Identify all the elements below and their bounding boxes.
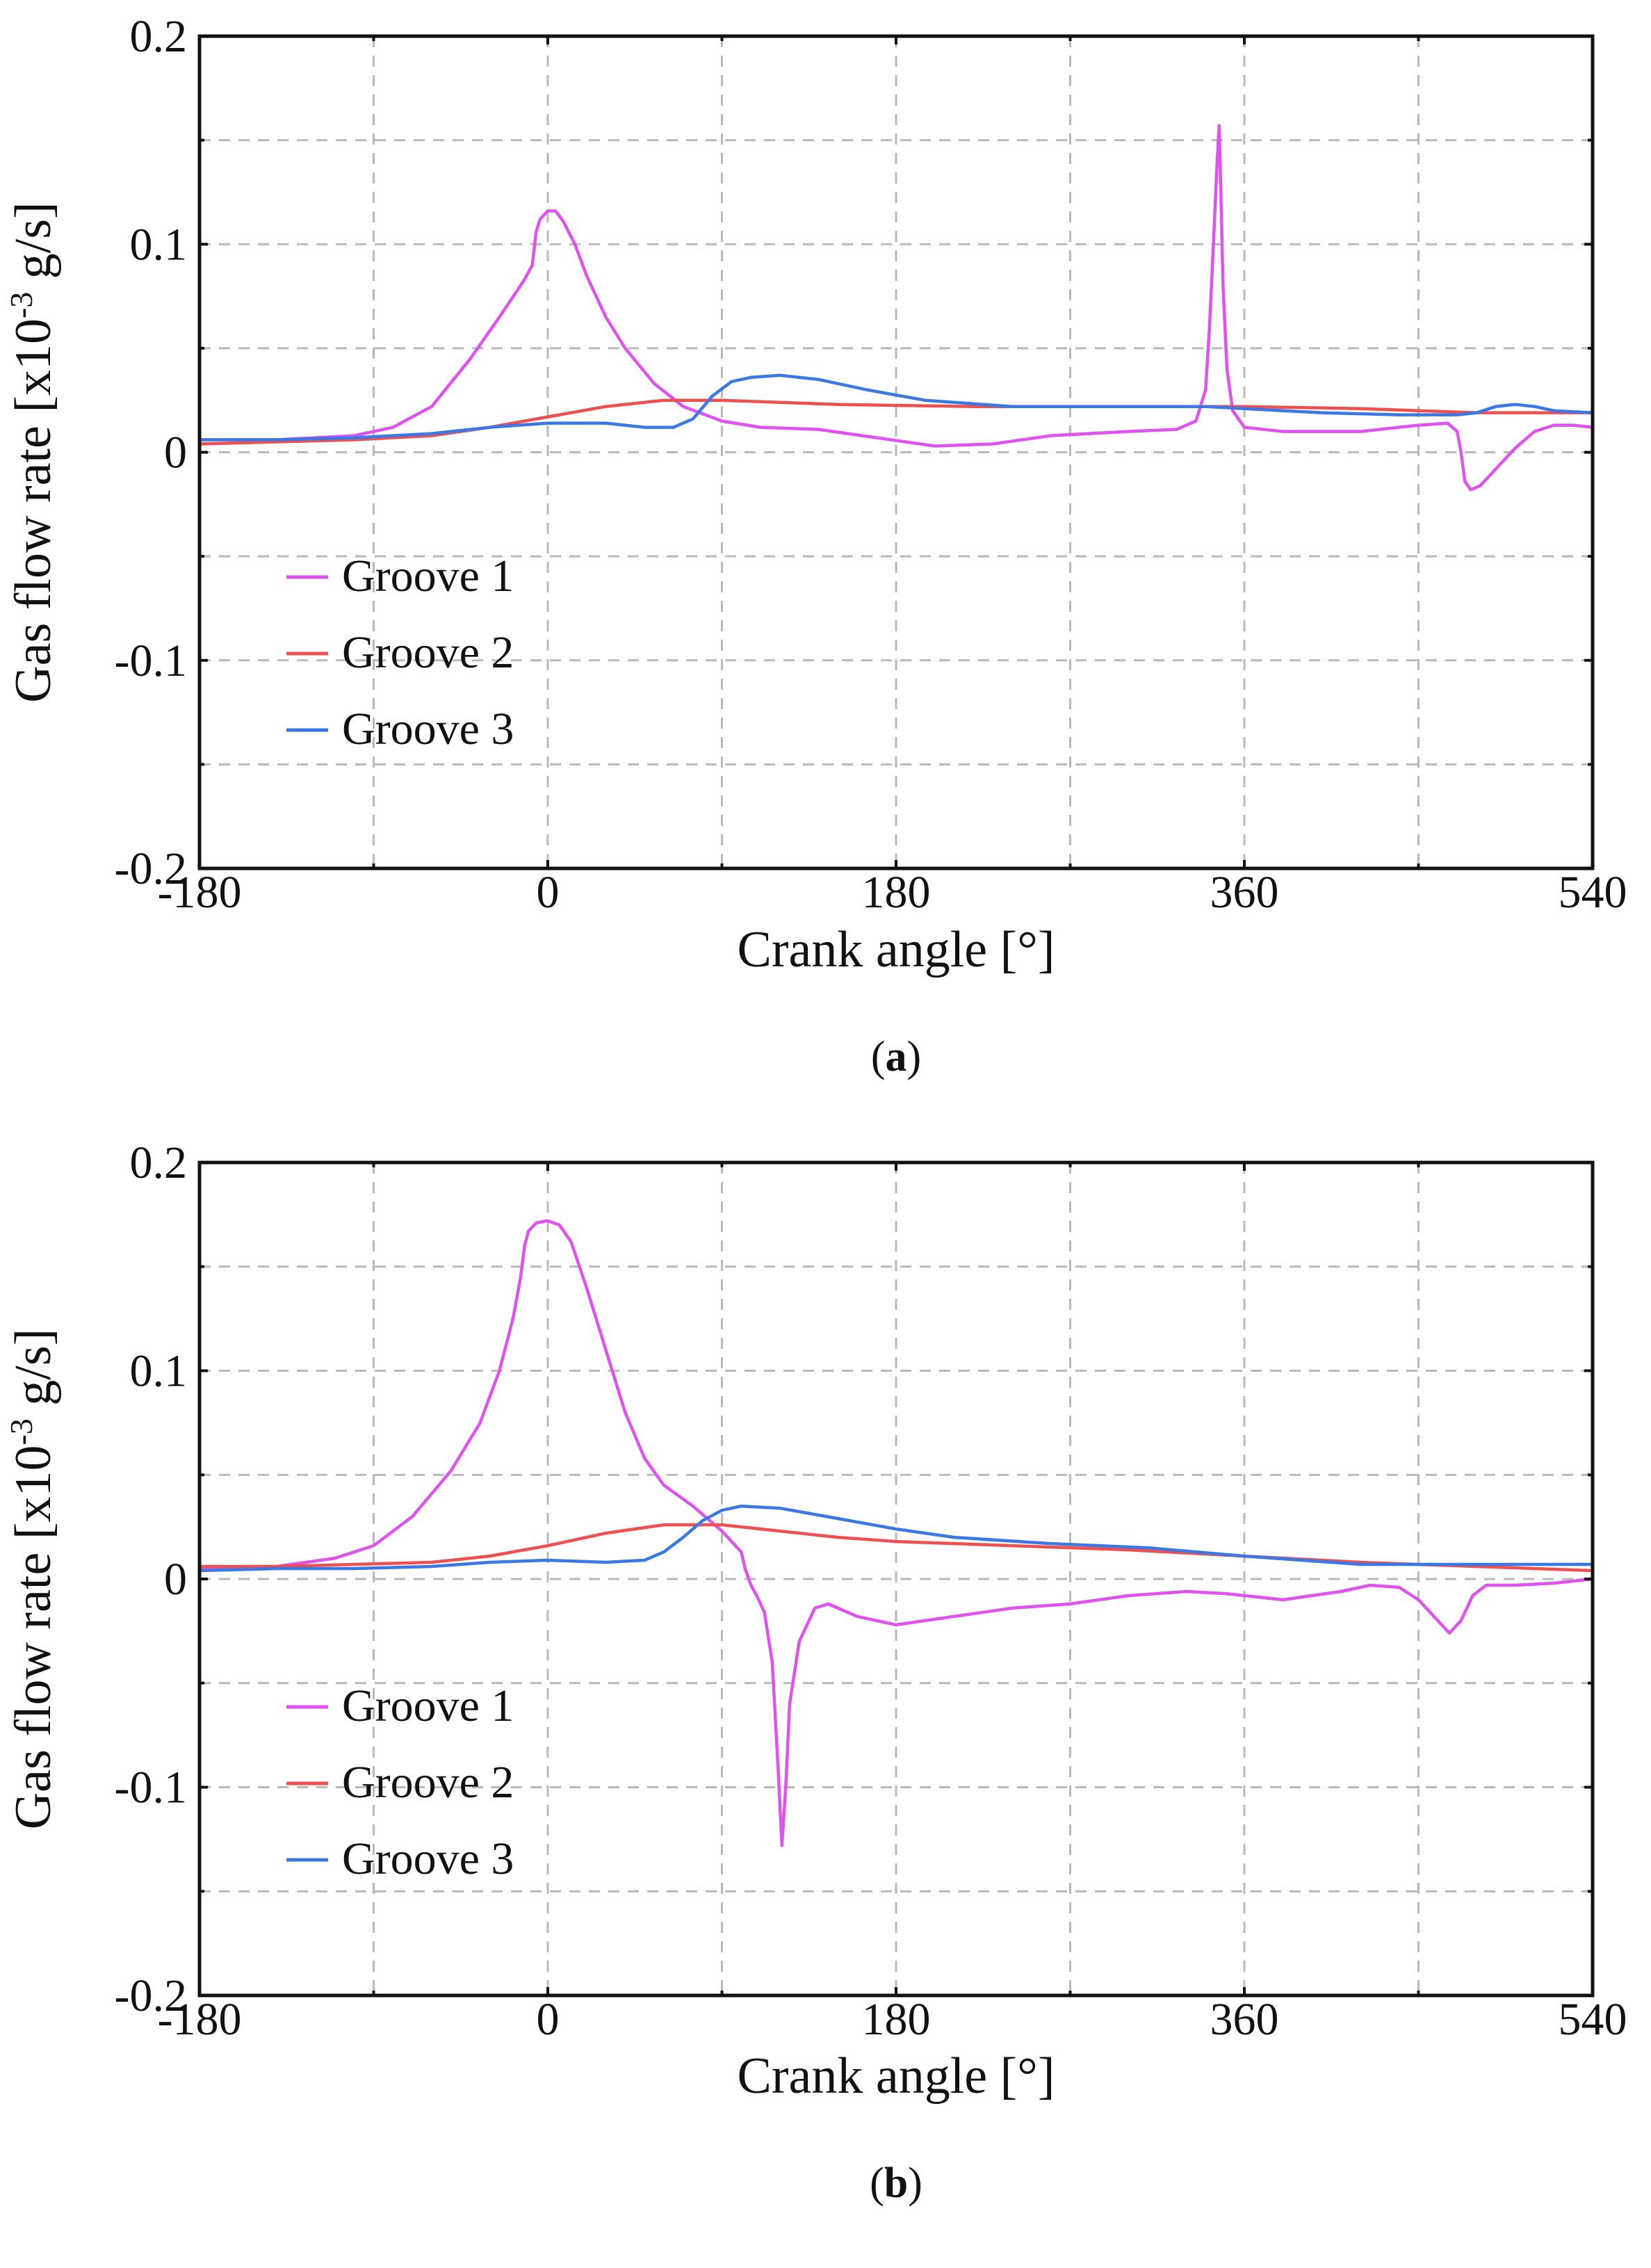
x-tick-label: 180 xyxy=(862,1994,931,2045)
y-tick-label: 0.1 xyxy=(130,1346,188,1397)
x-tick-label: 360 xyxy=(1210,1994,1279,2045)
caption-open-paren: ( xyxy=(870,2160,884,2207)
x-tick-label: 540 xyxy=(1559,867,1627,918)
y-tick-label: 0 xyxy=(164,1554,187,1605)
y-tick-label: -0.2 xyxy=(115,1970,187,2021)
legend: Groove 1 Groove 2 Groove 3 xyxy=(286,1680,514,1884)
x-tick-label: 540 xyxy=(1559,1994,1627,2045)
series-line-groove-1 xyxy=(197,1219,1595,1847)
series-line-groove-3 xyxy=(197,373,1595,442)
y-axis-label: Gas flow rate [x10-3 g/s] xyxy=(3,202,62,703)
legend-label-groove-2: Groove 2 xyxy=(342,1757,514,1808)
series-line-groove-1 xyxy=(197,124,1595,492)
y-axis-label-main: Gas flow rate [x10 xyxy=(5,1445,62,1830)
x-tick-label: -180 xyxy=(158,867,242,918)
caption-letter: a xyxy=(886,1033,907,1080)
y-axis-label-main: Gas flow rate [x10 xyxy=(5,318,62,703)
y-axis-label-unit: g/s] xyxy=(5,1329,62,1419)
legend-label-groove-3: Groove 3 xyxy=(342,1833,514,1884)
x-tick-label: -180 xyxy=(158,1994,242,2045)
y-tick-label: 0.2 xyxy=(130,11,188,62)
x-tick-label: 0 xyxy=(537,1994,560,2045)
panel-caption: (a) xyxy=(871,1033,921,1080)
legend-label-groove-1: Groove 1 xyxy=(342,1680,514,1731)
y-tick-label: -0.1 xyxy=(115,635,187,686)
x-tick-label: 0 xyxy=(537,867,560,918)
x-tick-label: 180 xyxy=(862,867,931,918)
axis-ticks xyxy=(198,1161,1594,1997)
y-tick-label: -0.2 xyxy=(115,843,187,894)
y-axis-label-exponent: -3 xyxy=(3,292,39,318)
y-axis-label-exponent: -3 xyxy=(3,1418,39,1445)
x-axis-label: Crank angle [°] xyxy=(738,2048,1055,2105)
legend-label-groove-1: Groove 1 xyxy=(342,551,514,601)
caption-close-paren: ) xyxy=(907,1033,922,1080)
y-axis-label-unit: g/s] xyxy=(5,202,62,292)
grid xyxy=(200,1163,1593,1995)
panel-caption: (b) xyxy=(870,2160,922,2207)
legend: Groove 1 Groove 2 Groove 3 xyxy=(286,551,514,754)
chart-panel-b: -180 0 180 360 540 -0.2 -0.1 0 0.1 0.2 Crank angle… xyxy=(3,1137,1627,2207)
caption-close-paren: ) xyxy=(908,2160,922,2207)
caption-letter: b xyxy=(884,2160,908,2207)
y-tick-label: -0.1 xyxy=(115,1763,187,1813)
grid xyxy=(200,36,1593,868)
y-tick-label: 0.2 xyxy=(130,1137,188,1188)
caption-open-paren: ( xyxy=(871,1033,886,1080)
axis-ticks xyxy=(198,35,1594,870)
x-tick-label: 360 xyxy=(1210,867,1279,918)
y-axis-label: Gas flow rate [x10-3 g/s] xyxy=(3,1329,62,1830)
chart-panel-a: -180 0 180 360 540 -0.2 -0.1 0 0.1 0.2 Crank angle… xyxy=(3,11,1627,1080)
series-line-groove-2 xyxy=(197,398,1595,446)
y-tick-label: 0.1 xyxy=(130,219,188,270)
x-axis-label: Crank angle [°] xyxy=(738,921,1055,978)
legend-label-groove-2: Groove 2 xyxy=(342,627,514,678)
legend-label-groove-3: Groove 3 xyxy=(342,704,514,754)
series-line-groove-3 xyxy=(197,1504,1595,1573)
y-tick-label: 0 xyxy=(164,428,187,478)
